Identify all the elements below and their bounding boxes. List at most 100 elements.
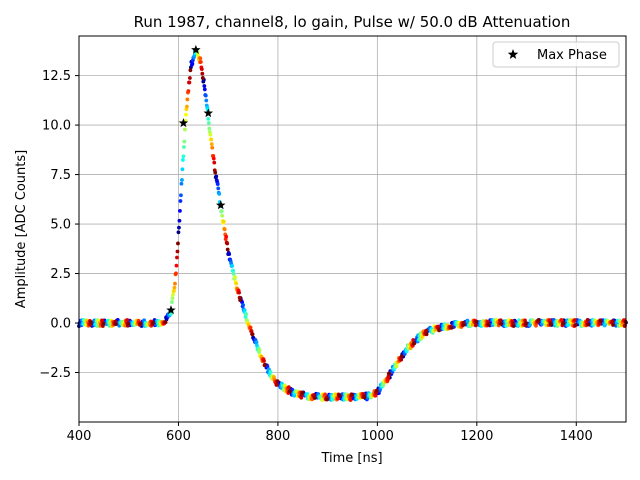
- x-tick-label: 1200: [460, 429, 493, 444]
- data-point: [312, 396, 317, 400]
- data-point: [202, 84, 207, 88]
- data-point: [203, 93, 208, 98]
- data-point: [536, 318, 541, 322]
- legend-star-icon: [507, 49, 519, 59]
- data-point: [188, 68, 193, 73]
- data-point: [151, 320, 155, 325]
- data-point: [200, 76, 205, 80]
- x-tick-label: 1400: [560, 429, 593, 444]
- data-point: [180, 178, 184, 182]
- legend: Max Phase: [492, 41, 620, 68]
- data-point: [233, 275, 238, 280]
- data-point: [224, 234, 229, 239]
- x-tick-label: 1000: [361, 429, 394, 444]
- data-point: [610, 319, 615, 324]
- data-point: [585, 318, 590, 322]
- data-point: [89, 320, 93, 325]
- data-point: [241, 303, 246, 307]
- y-tick-label: 2.5: [50, 267, 71, 282]
- data-point: [486, 322, 491, 327]
- data-point: [549, 322, 553, 327]
- data-point: [206, 121, 211, 125]
- data-point: [214, 174, 219, 179]
- data-point: [187, 80, 192, 85]
- x-tick-label: 600: [166, 429, 191, 444]
- data-point: [178, 208, 182, 213]
- data-point: [183, 127, 187, 132]
- data-point: [250, 332, 255, 337]
- data-point: [225, 247, 230, 252]
- data-point: [179, 193, 183, 198]
- data-point: [244, 312, 248, 317]
- data-point: [411, 338, 416, 342]
- data-point: [399, 357, 404, 362]
- data-point: [227, 252, 232, 257]
- data-point: [399, 354, 404, 359]
- data-point: [209, 137, 214, 142]
- data-point: [350, 393, 354, 397]
- data-point: [586, 322, 591, 327]
- data-point: [292, 393, 297, 398]
- data-point: [337, 393, 342, 398]
- data-point: [198, 60, 203, 64]
- data-point: [212, 160, 217, 165]
- data-point: [362, 395, 367, 400]
- x-axis-ticks: 400 600 800 1000 1200 1400: [67, 422, 593, 444]
- y-axis-ticks: −2.5 0.0 2.5 5.0 7.5 10.0 12.5: [39, 69, 79, 381]
- data-point: [176, 241, 180, 246]
- data-point: [113, 322, 118, 326]
- data-point: [219, 209, 224, 214]
- data-point: [511, 324, 516, 328]
- data-point: [474, 319, 479, 324]
- data-point: [572, 318, 577, 322]
- max-phase-star: [178, 118, 189, 128]
- data-point: [181, 154, 186, 159]
- data-point: [221, 219, 226, 224]
- data-point: [299, 395, 304, 400]
- data-point: [177, 218, 182, 223]
- data-point: [374, 388, 379, 393]
- data-point: [185, 104, 189, 109]
- data-point: [211, 156, 216, 161]
- data-point: [275, 382, 279, 387]
- data-point: [573, 323, 578, 327]
- data-point: [174, 263, 179, 268]
- y-tick-label: 0.0: [50, 317, 71, 332]
- data-point: [169, 311, 173, 316]
- data-point: [172, 289, 176, 293]
- data-point: [176, 230, 181, 235]
- data-point: [249, 329, 254, 333]
- data-point: [254, 340, 259, 345]
- data-point: [498, 318, 503, 323]
- data-point: [420, 335, 425, 339]
- data-point: [437, 328, 441, 333]
- data-point: [172, 285, 177, 290]
- data-point: [138, 321, 143, 326]
- data-point: [200, 71, 205, 76]
- data-point: [394, 364, 399, 369]
- data-point: [202, 87, 207, 92]
- data-point: [171, 292, 175, 297]
- max-phase-star: [203, 108, 214, 118]
- data-point: [257, 348, 262, 353]
- data-point: [325, 397, 330, 402]
- y-tick-label: 12.5: [42, 69, 71, 84]
- data-point: [185, 97, 190, 102]
- data-point: [100, 318, 105, 323]
- data-point: [204, 98, 209, 103]
- data-point: [231, 271, 236, 276]
- data-point: [248, 325, 253, 330]
- data-point: [186, 89, 191, 93]
- y-tick-label: 7.5: [50, 168, 71, 183]
- data-point: [237, 290, 242, 295]
- data-point: [231, 268, 236, 273]
- data-point: [173, 281, 177, 286]
- scatter-points: [77, 47, 628, 403]
- data-point: [198, 56, 203, 61]
- data-point: [323, 392, 328, 397]
- data-point: [190, 61, 195, 66]
- data-point: [180, 167, 185, 172]
- data-point: [230, 264, 235, 268]
- data-point: [268, 369, 273, 374]
